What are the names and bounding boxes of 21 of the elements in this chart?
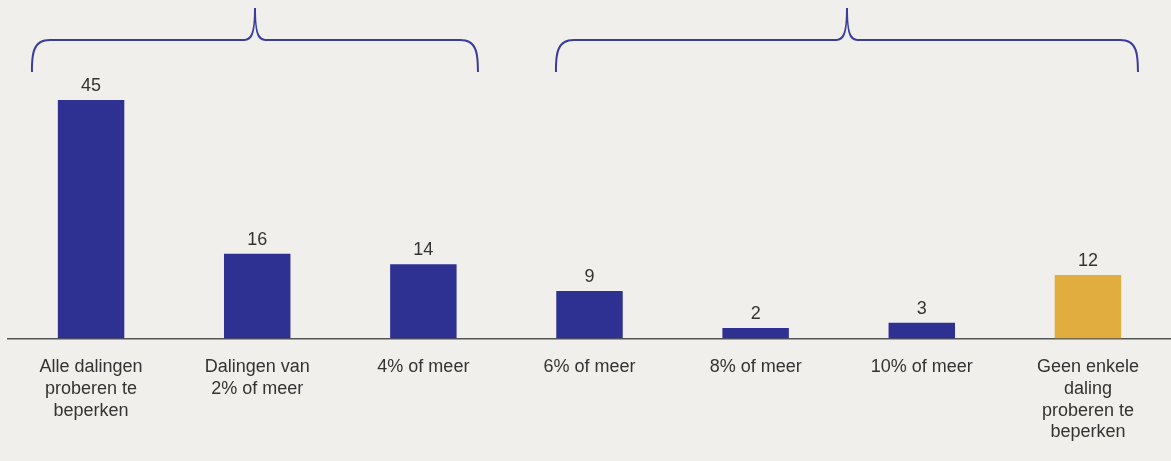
data-label: 3	[916, 297, 927, 318]
x-tick-label: 8% of meer	[709, 356, 802, 377]
bar	[556, 290, 623, 339]
bar	[223, 253, 291, 339]
bar	[390, 264, 457, 339]
bar	[1054, 274, 1122, 339]
x-tick-label: 4% of meer	[377, 356, 470, 377]
data-label: 45	[81, 74, 102, 95]
x-tick-label: Geen enkele daling proberen te beperken	[1036, 356, 1139, 442]
bar	[722, 328, 789, 339]
x-tick-label: Alle dalingen proberen te beperken	[39, 356, 143, 420]
x-tick-label: 10% of meer	[870, 356, 973, 377]
x-tick-label: Dalingen van 2% of meer	[204, 356, 310, 398]
data-label: 16	[247, 228, 268, 249]
data-label: 14	[413, 239, 434, 260]
data-label: 9	[584, 265, 595, 286]
x-tick-label: 6% of meer	[543, 356, 636, 377]
bar	[888, 322, 956, 339]
data-label: 2	[750, 302, 761, 323]
data-label: 12	[1077, 249, 1098, 270]
bar	[57, 100, 125, 339]
